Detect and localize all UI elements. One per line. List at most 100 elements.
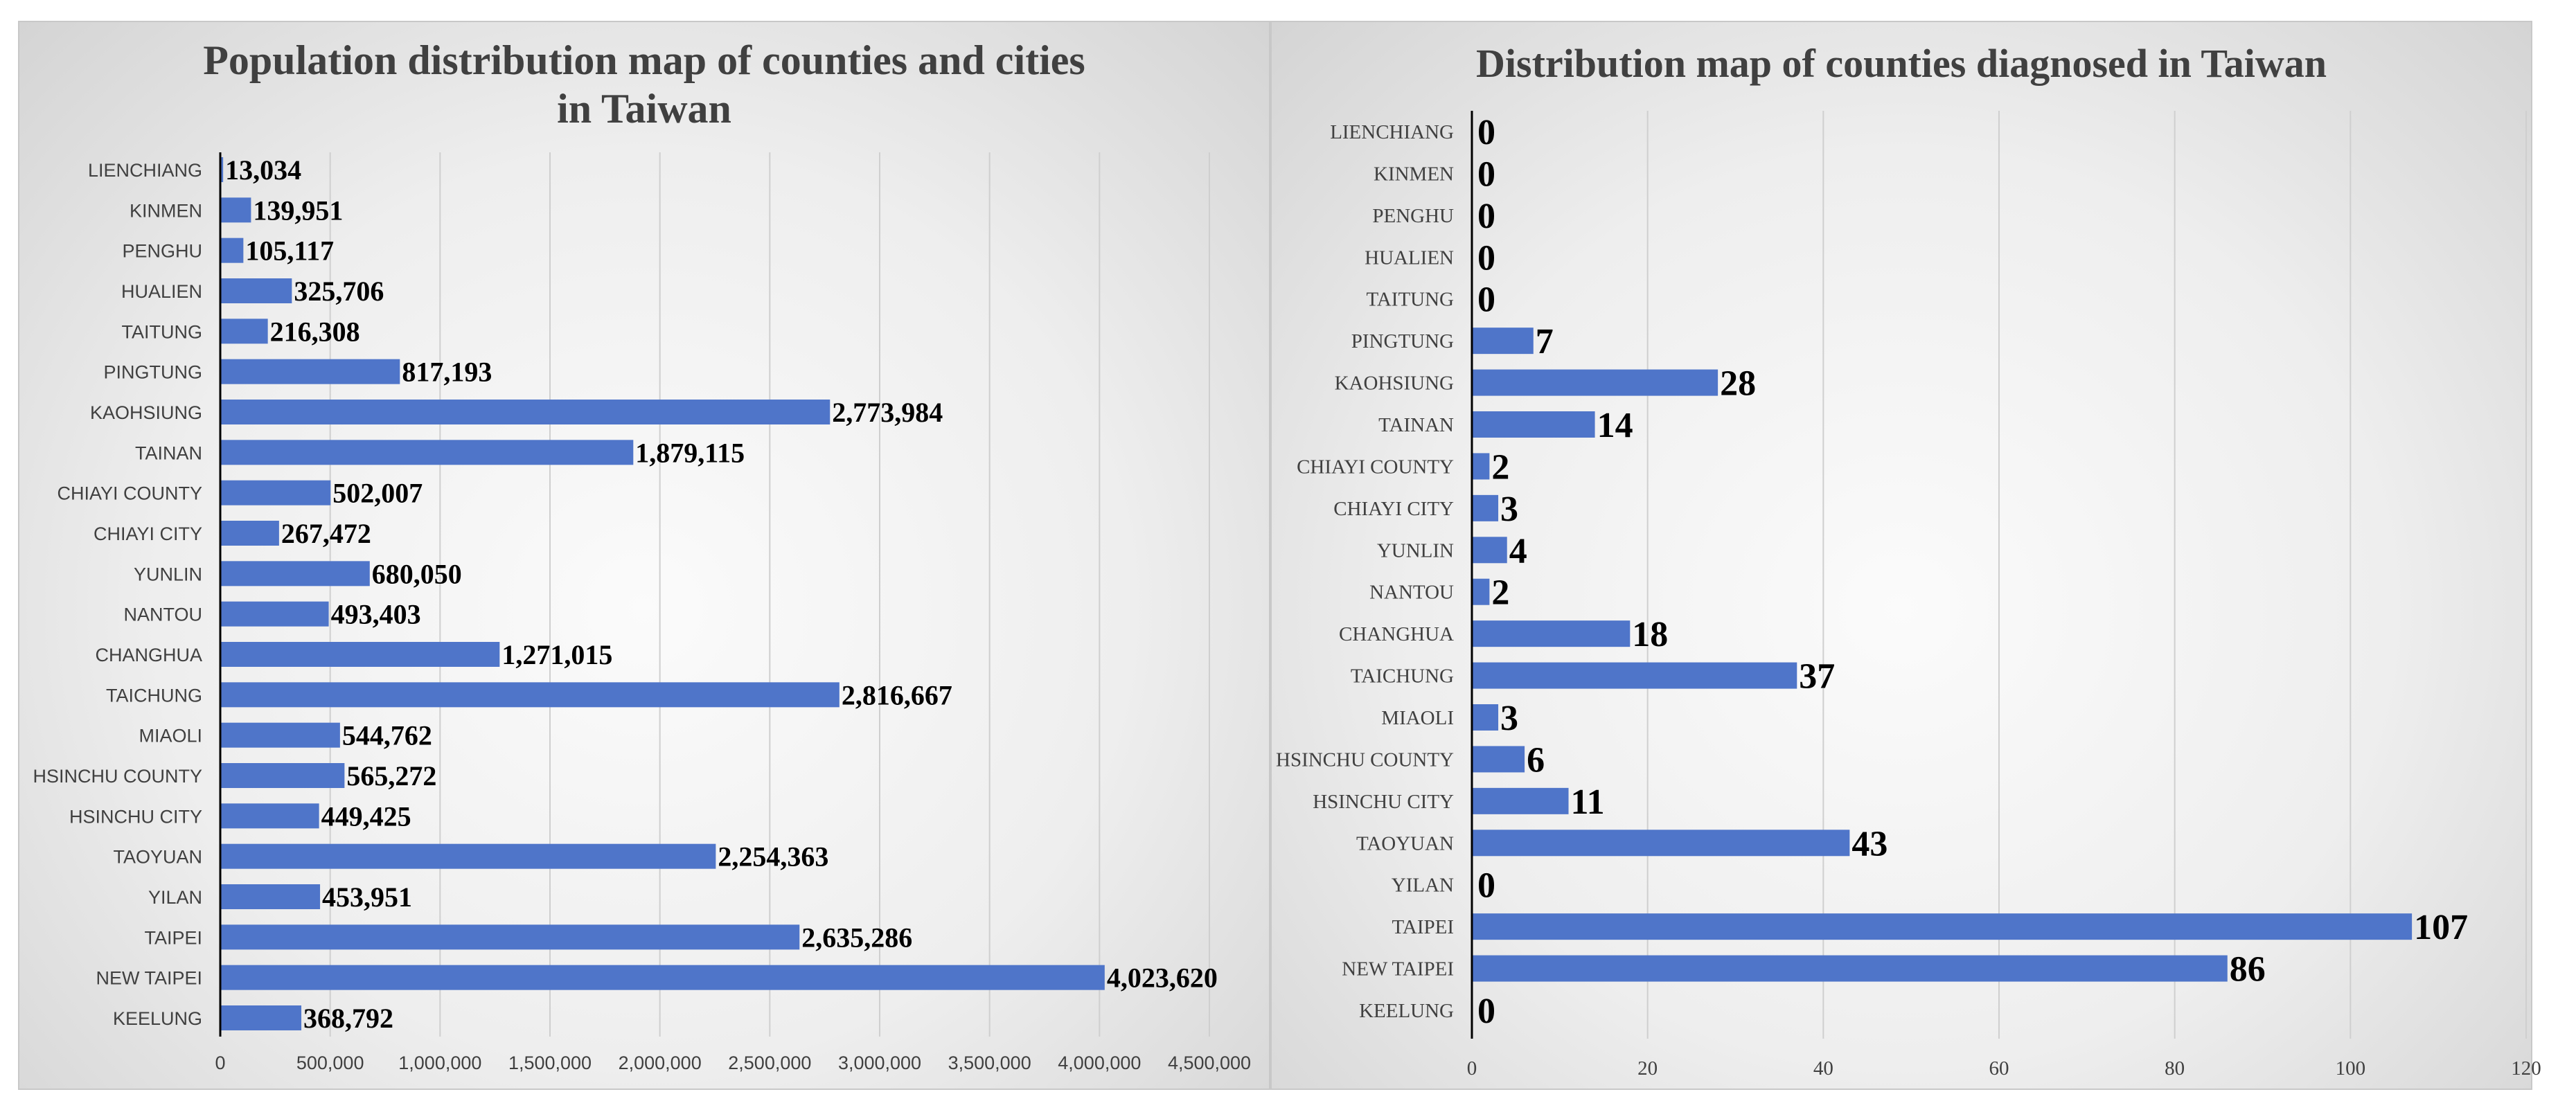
- population-category-label: PINGTUNG: [103, 362, 202, 383]
- diagnosed-data-label: 3: [1500, 490, 1518, 529]
- population-data-label: 817,193: [402, 357, 492, 388]
- population-x-tick-label: 2,000,000: [619, 1053, 702, 1073]
- diagnosed-bar: [1472, 369, 1718, 396]
- diagnosed-chart-title: Distribution map of counties diagnosed i…: [1476, 41, 2327, 86]
- population-bar: [220, 278, 292, 303]
- diagnosed-data-label: 0: [1477, 238, 1495, 278]
- population-data-label: 105,117: [245, 235, 334, 267]
- diagnosed-x-tick-label: 20: [1637, 1057, 1658, 1080]
- population-category-label: HSINCHU CITY: [69, 806, 202, 827]
- population-bar: [220, 521, 279, 546]
- population-x-tick-label: 4,500,000: [1168, 1053, 1251, 1073]
- diagnosed-category-label: KAOHSIUNG: [1335, 373, 1454, 395]
- population-chart-title-line-1: Population distribution map of counties …: [203, 37, 1085, 83]
- diagnosed-category-label: TAINAN: [1378, 414, 1454, 436]
- population-data-label: 453,951: [322, 881, 412, 913]
- diagnosed-data-label: 0: [1477, 113, 1495, 152]
- diagnosed-data-label: 0: [1477, 154, 1495, 194]
- diagnosed-category-label: YUNLIN: [1377, 539, 1454, 562]
- diagnosed-bar: [1472, 662, 1797, 689]
- population-data-label: 368,792: [303, 1003, 393, 1034]
- population-bar: [220, 197, 251, 223]
- diagnosed-data-label: 0: [1477, 866, 1495, 906]
- population-bar: [220, 601, 329, 627]
- diagnosed-category-label: KINMEN: [1374, 163, 1454, 185]
- diagnosed-data-label: 37: [1799, 657, 1835, 697]
- population-category-label: PENGHU: [122, 241, 202, 262]
- diagnosed-bar: [1472, 913, 2413, 940]
- diagnosed-category-label: PENGHU: [1372, 205, 1454, 227]
- population-category-label: HSINCHU COUNTY: [33, 766, 202, 787]
- population-bar: [220, 884, 321, 909]
- diagnosed-data-label: 18: [1632, 615, 1668, 654]
- population-chart-title: Population distribution map of counties …: [19, 36, 1269, 133]
- diagnosed-bar: [1472, 328, 1534, 355]
- diagnosed-x-tick-label: 40: [1813, 1057, 1833, 1080]
- diagnosed-category-label: MIAOLI: [1381, 707, 1454, 729]
- population-x-tick-label: 2,500,000: [728, 1053, 811, 1073]
- diagnosed-category-label: HSINCHU CITY: [1313, 791, 1454, 813]
- diagnosed-data-label: 14: [1597, 406, 1633, 445]
- diagnosed-category-label: TAIPEI: [1392, 916, 1455, 938]
- diagnosed-data-label: 43: [1851, 824, 1887, 863]
- population-data-label: 502,007: [332, 478, 423, 509]
- diagnosed-category-label: LIENCHIANG: [1330, 121, 1454, 143]
- diagnosed-x-tick-label: 0: [1467, 1057, 1477, 1080]
- population-category-label: NEW TAIPEI: [96, 968, 202, 989]
- population-data-label: 2,773,984: [832, 397, 943, 428]
- population-category-label: MIAOLI: [139, 726, 202, 746]
- diagnosed-data-label: 0: [1477, 992, 1495, 1031]
- diagnosed-data-label: 107: [2414, 908, 2468, 947]
- diagnosed-bar: [1472, 955, 2228, 982]
- population-chart-title-line-2: in Taiwan: [557, 86, 731, 132]
- population-bar: [220, 642, 500, 667]
- diagnosed-x-tick-label: 100: [2336, 1057, 2366, 1080]
- population-data-label: 325,706: [294, 276, 384, 307]
- diagnosed-bar: [1472, 494, 1499, 521]
- population-bar: [220, 319, 268, 344]
- diagnosed-category-label: YILAN: [1392, 875, 1454, 897]
- population-data-label: 449,425: [321, 800, 411, 832]
- population-bar: [220, 238, 244, 263]
- population-category-label: YILAN: [148, 887, 202, 908]
- population-category-label: KINMEN: [130, 200, 202, 221]
- population-data-label: 1,271,015: [501, 639, 612, 670]
- diagnosed-data-label: 86: [2230, 950, 2266, 990]
- population-x-tick-label: 3,500,000: [948, 1053, 1031, 1073]
- population-data-label: 493,403: [331, 599, 421, 630]
- diagnosed-category-label: PINGTUNG: [1351, 330, 1454, 352]
- population-x-tick-label: 500,000: [296, 1053, 364, 1073]
- population-bar: [220, 682, 840, 708]
- population-data-label: 13,034: [225, 154, 301, 186]
- population-bar: [220, 1005, 302, 1030]
- population-category-label: KAOHSIUNG: [90, 402, 202, 423]
- diagnosed-category-label: HUALIEN: [1365, 247, 1454, 269]
- diagnosed-bar: [1472, 411, 1595, 438]
- population-x-tick-label: 3,000,000: [838, 1053, 921, 1073]
- population-data-label: 4,023,620: [1107, 963, 1218, 994]
- diagnosed-bar: [1472, 620, 1631, 647]
- diagnosed-data-label: 7: [1536, 322, 1554, 361]
- diagnosed-chart-panel: Distribution map of counties diagnosed i…: [1270, 21, 2541, 1090]
- diagnosed-bar: [1472, 704, 1499, 731]
- population-category-label: CHIAYI CITY: [94, 523, 202, 544]
- population-data-label: 565,272: [346, 760, 436, 791]
- diagnosed-category-label: CHIAYI CITY: [1333, 498, 1454, 520]
- diagnosed-x-tick-label: 60: [1989, 1057, 2009, 1080]
- population-category-label: TAINAN: [135, 442, 202, 463]
- population-chart-panel: Population distribution map of counties …: [18, 21, 1270, 1090]
- population-category-label: YUNLIN: [134, 564, 202, 584]
- diagnosed-data-label: 3: [1500, 699, 1518, 738]
- population-category-label: TAITUNG: [122, 321, 203, 342]
- diagnosed-category-label: NANTOU: [1369, 582, 1454, 604]
- population-category-label: KEELUNG: [113, 1008, 202, 1029]
- population-category-label: NANTOU: [123, 605, 202, 625]
- population-bar: [220, 157, 224, 182]
- diagnosed-data-label: 6: [1527, 740, 1545, 780]
- diagnosed-bar: [1472, 787, 1569, 814]
- population-x-tick-label: 1,500,000: [508, 1053, 592, 1073]
- population-data-label: 216,308: [270, 316, 360, 347]
- population-data-label: 680,050: [372, 558, 462, 589]
- population-category-label: CHIAYI COUNTY: [57, 483, 202, 504]
